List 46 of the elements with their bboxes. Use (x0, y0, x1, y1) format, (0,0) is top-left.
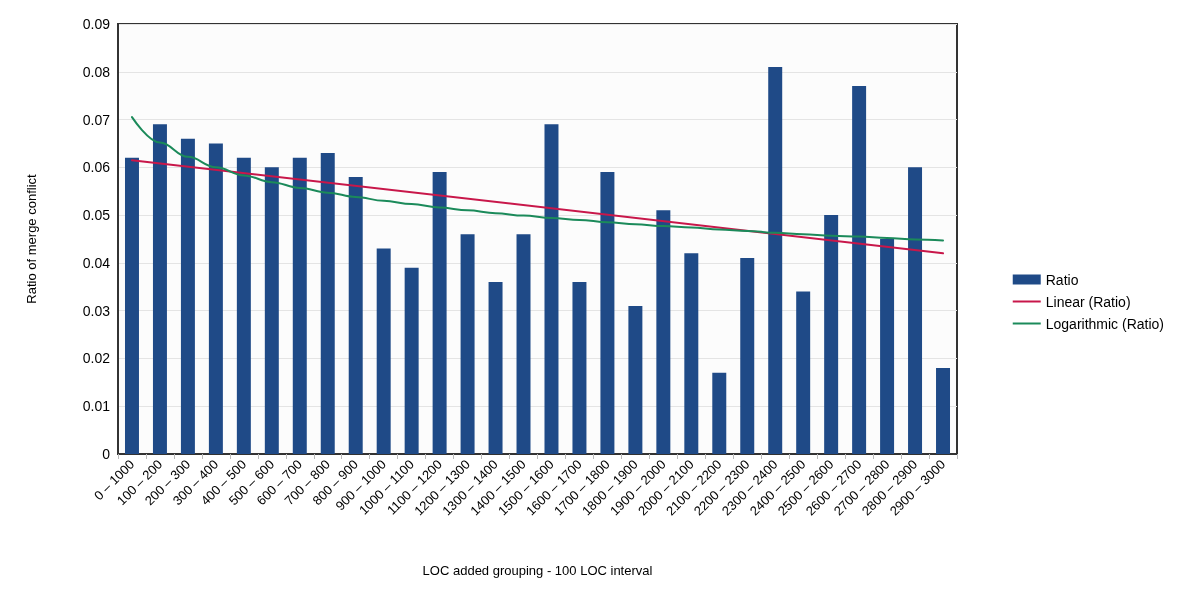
y-tick-label: 0.03 (82, 302, 111, 319)
bar (628, 305, 643, 454)
bar (880, 239, 895, 454)
bar (152, 124, 167, 454)
bar (768, 67, 783, 454)
y-tick-label: 0.02 (82, 350, 111, 367)
bar (712, 372, 727, 454)
bar (544, 124, 559, 454)
bar (600, 172, 615, 454)
x-axis-title: LOC added grouping - 100 LOC interval (422, 563, 653, 578)
bar (460, 234, 475, 454)
y-tick-label: 0.09 (82, 16, 111, 32)
bar (656, 210, 671, 454)
bar (432, 172, 447, 454)
bar (740, 258, 755, 454)
bar (796, 291, 811, 454)
y-tick-label: 0.06 (82, 159, 111, 176)
bar (516, 234, 531, 454)
y-tick-label: 0.01 (82, 398, 111, 415)
bar (292, 157, 307, 454)
bar (348, 176, 363, 454)
y-tick-label: 0.05 (82, 207, 111, 224)
bar (572, 282, 587, 454)
bar (124, 157, 139, 454)
bar (376, 248, 391, 454)
bar (488, 282, 503, 454)
legend-label: Logarithmic (Ratio) (1045, 315, 1164, 332)
bar (208, 143, 223, 454)
bar (180, 138, 195, 454)
y-tick-label: 0.07 (82, 111, 111, 128)
line-series (130, 116, 945, 242)
bar (236, 157, 251, 454)
bar (824, 215, 839, 454)
bar (684, 253, 699, 454)
bar (908, 167, 923, 454)
bar (320, 153, 335, 454)
bar (404, 267, 419, 454)
legend-label: Linear (Ratio) (1045, 293, 1131, 310)
y-tick-label: 0 (102, 446, 111, 462)
y-tick-label: 0.08 (82, 63, 111, 80)
bar (264, 167, 279, 454)
y-axis-title: Ratio of merge conflict (24, 173, 39, 304)
bar (936, 368, 951, 454)
y-tick-label: 0.04 (82, 254, 111, 271)
bar (852, 86, 867, 454)
legend-label: Ratio (1045, 271, 1079, 288)
